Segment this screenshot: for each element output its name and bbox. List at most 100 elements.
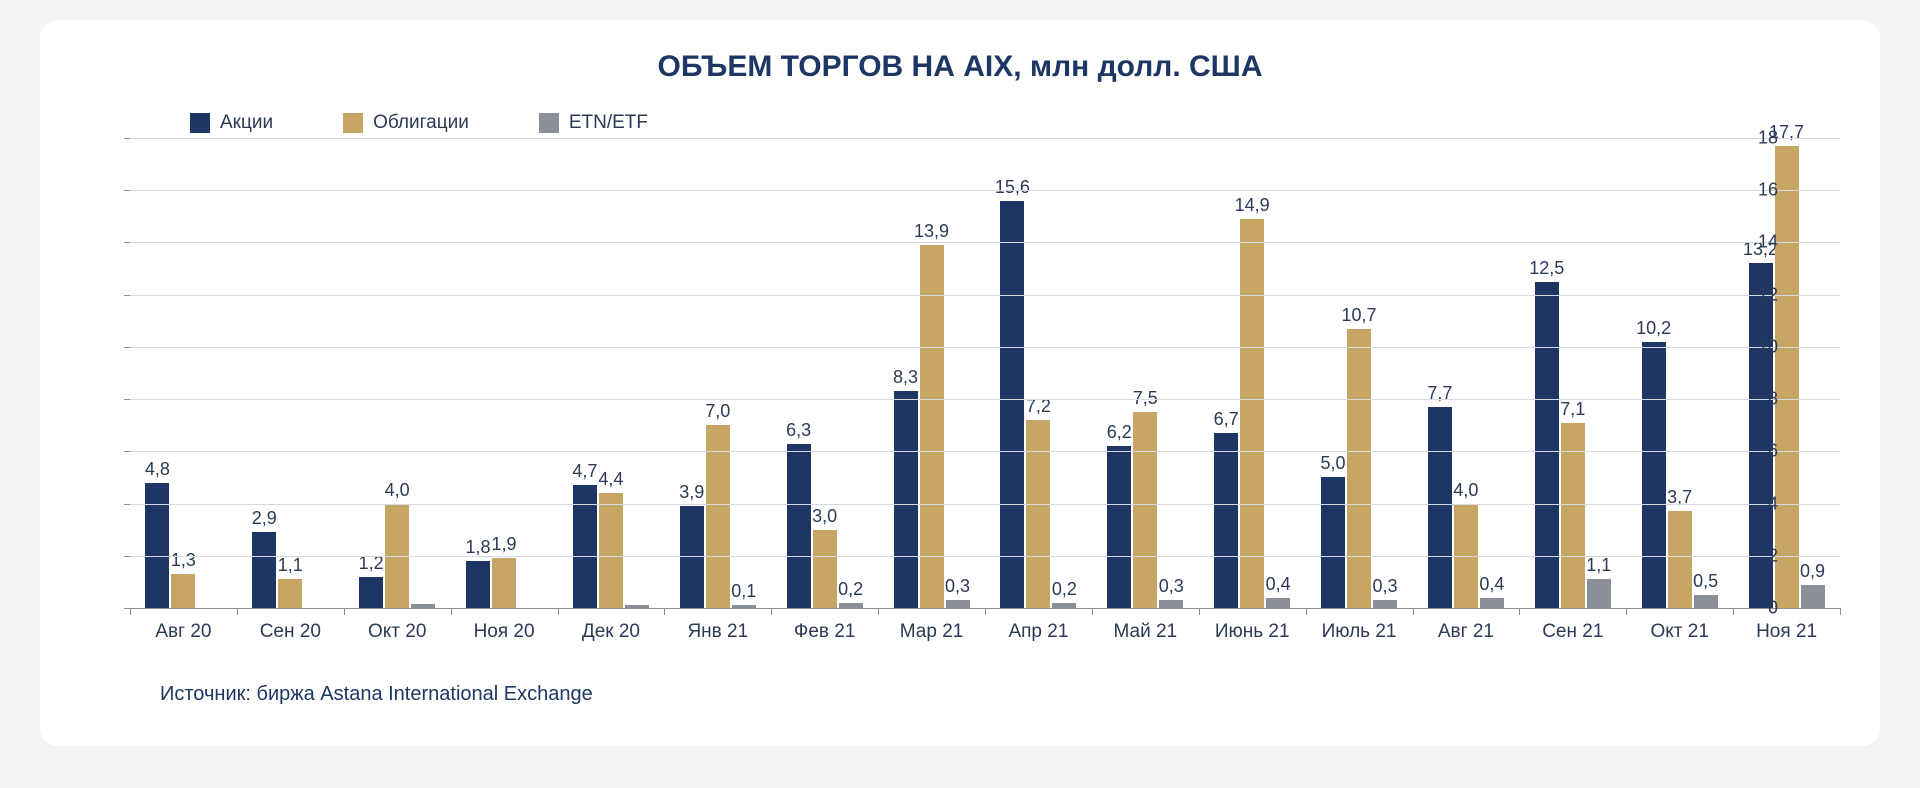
bar-group: 10,23,70,5 <box>1626 138 1733 608</box>
bar: 12,5 <box>1535 282 1559 608</box>
y-tick <box>124 295 130 296</box>
bar-value-label: 10,2 <box>1636 318 1671 339</box>
bar: 3,7 <box>1668 511 1692 608</box>
bar-value-label: 10,7 <box>1342 305 1377 326</box>
bar-value-label: 14,9 <box>1235 195 1270 216</box>
y-axis-label: 4 <box>1768 493 1778 514</box>
bar-value-label: 0,4 <box>1266 574 1291 595</box>
bar-value-label: 3,7 <box>1667 487 1692 508</box>
y-axis-label: 16 <box>1758 180 1778 201</box>
x-tick <box>771 608 772 615</box>
gridline <box>130 138 1840 139</box>
bar-group: 12,57,11,1 <box>1519 138 1626 608</box>
bar-value-label: 3,9 <box>679 482 704 503</box>
bar-value-label: 4,8 <box>145 459 170 480</box>
bar-group: 4,81,3 <box>130 138 237 608</box>
bar-group: 6,7 14,9 0,4 <box>1199 138 1306 608</box>
legend-swatch <box>343 113 363 133</box>
bar: 15,6 <box>1000 201 1024 608</box>
x-axis-label: Авг 21 <box>1413 621 1520 643</box>
gridline <box>130 295 1840 296</box>
bar-value-label: 1,9 <box>492 534 517 555</box>
x-tick <box>130 608 131 615</box>
bar-groups: 4,81,32,91,11,24,01,81,94,74,43,97,00,16… <box>130 138 1840 608</box>
bar: 2,9 <box>252 532 276 608</box>
y-axis-label: 8 <box>1768 389 1778 410</box>
bar: 6,7 <box>1214 433 1238 608</box>
bar: 0,2 <box>839 603 863 608</box>
x-axis-label: Ноя 21 <box>1733 621 1840 643</box>
bar-value-label: 1,1 <box>1586 555 1611 576</box>
x-axis-label: Сен 21 <box>1519 621 1626 643</box>
bar-value-label: 8,3 <box>893 367 918 388</box>
y-tick <box>124 138 130 139</box>
gridline <box>130 504 1840 505</box>
x-tick <box>1306 608 1307 615</box>
y-axis-label: 14 <box>1758 232 1778 253</box>
bar: 1,2 <box>359 577 383 608</box>
y-axis-label: 18 <box>1758 128 1778 149</box>
bar-value-label: 4,0 <box>1453 480 1478 501</box>
bar-value-label: 6,7 <box>1214 409 1239 430</box>
x-tick <box>1733 608 1734 615</box>
bar: 0,5 <box>1694 595 1718 608</box>
x-axis-label: Май 21 <box>1092 621 1199 643</box>
bar-value-label: 7,0 <box>705 401 730 422</box>
x-axis-label: Апр 21 <box>985 621 1092 643</box>
legend-label: Облигации <box>373 112 469 134</box>
bar-value-label: 0,2 <box>838 579 863 600</box>
x-tick <box>985 608 986 615</box>
legend-swatch <box>190 113 210 133</box>
bar-value-label: 12,5 <box>1529 258 1564 279</box>
legend: Акции Облигации ETN/ETF <box>190 112 1840 134</box>
bar-value-label: 0,3 <box>945 576 970 597</box>
y-axis-label: 0 <box>1768 598 1778 619</box>
x-axis-label: Июль 21 <box>1306 621 1413 643</box>
x-axis-label: Янв 21 <box>664 621 771 643</box>
legend-label: ETN/ETF <box>569 112 648 134</box>
bar-group: 3,9 7,0 0,1 <box>664 138 771 608</box>
plot-area: 4,81,32,91,11,24,01,81,94,74,43,97,00,16… <box>130 138 1840 609</box>
bar-value-label: 4,0 <box>385 480 410 501</box>
x-axis-labels: Авг 20Сен 20Окт 20Ноя 20Дек 20Янв 21Фев … <box>130 621 1840 643</box>
y-tick <box>124 451 130 452</box>
x-axis-label: Дек 20 <box>558 621 665 643</box>
y-tick <box>124 399 130 400</box>
bar: 10,7 <box>1347 329 1371 608</box>
bar: 1,9 <box>492 558 516 608</box>
bar-value-label: 1,3 <box>171 550 196 571</box>
bar-value-label: 2,9 <box>252 508 277 529</box>
bar-value-label: 0,1 <box>731 581 756 602</box>
bar-value-label: 6,2 <box>1107 422 1132 443</box>
bar: 0,1 <box>732 605 756 608</box>
bar: 7,2 <box>1026 420 1050 608</box>
bar: 7,7 <box>1428 407 1452 608</box>
x-axis-label: Фев 21 <box>771 621 878 643</box>
x-axis-label: Сен 20 <box>237 621 344 643</box>
gridline <box>130 399 1840 400</box>
y-axis-label: 10 <box>1758 336 1778 357</box>
bar: 3,9 <box>680 506 704 608</box>
legend-swatch <box>539 113 559 133</box>
x-axis-label: Окт 20 <box>344 621 451 643</box>
bar: 10,2 <box>1642 342 1666 608</box>
y-tick <box>124 347 130 348</box>
bar-value-label: 0,5 <box>1693 571 1718 592</box>
y-tick <box>124 556 130 557</box>
bar: 7,5 <box>1133 412 1157 608</box>
legend-item: Акции <box>190 112 273 134</box>
bar-group: 6,33,00,2 <box>771 138 878 608</box>
x-tick <box>1199 608 1200 615</box>
x-tick <box>1413 608 1414 615</box>
gridline <box>130 190 1840 191</box>
legend-item: ETN/ETF <box>539 112 648 134</box>
x-axis-label: Окт 21 <box>1626 621 1733 643</box>
bar-value-label: 1,1 <box>278 555 303 576</box>
x-tick <box>664 608 665 615</box>
bar-group: 1,81,9 <box>451 138 558 608</box>
bar-group: 8,313,90,3 <box>878 138 985 608</box>
y-tick <box>124 504 130 505</box>
y-axis-label: 2 <box>1768 545 1778 566</box>
x-tick <box>1626 608 1627 615</box>
bar: 4,8 <box>145 483 169 608</box>
